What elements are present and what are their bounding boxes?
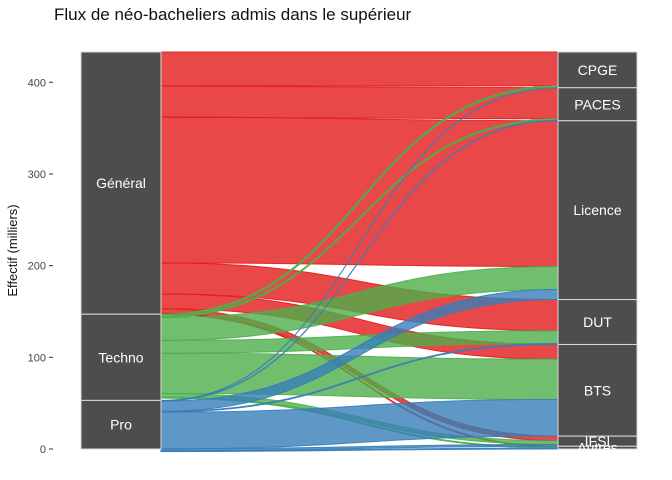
stratum-label-licence: Licence xyxy=(573,202,621,218)
stratum-licence xyxy=(557,120,638,301)
stratum-label-techno: Techno xyxy=(98,349,143,365)
stratum-label-autres: Autres xyxy=(577,440,617,456)
stratum-dut xyxy=(557,299,638,345)
flow-general-cpge xyxy=(160,51,559,87)
y-tick-label: 100 xyxy=(28,352,46,364)
stratum-bts xyxy=(557,343,638,437)
stratum-label-bts: BTS xyxy=(584,382,611,398)
flow-general-paces xyxy=(160,85,559,120)
stratum-label-cpge: CPGE xyxy=(578,62,618,78)
flow-techno-bts xyxy=(160,352,559,400)
stratum-label-ifsi: IFSI xyxy=(585,433,611,449)
stratum-autres xyxy=(557,445,638,450)
stratum-paces xyxy=(557,87,638,122)
y-tick-label: 200 xyxy=(28,261,46,273)
stratum-label-dut: DUT xyxy=(583,314,612,330)
stratum-label-pro: Pro xyxy=(110,417,132,433)
stratum-general xyxy=(80,51,162,315)
stratum-pro xyxy=(80,399,162,450)
stratum-cpge xyxy=(557,51,638,89)
stratum-label-paces: PACES xyxy=(574,96,620,112)
flows-group xyxy=(160,51,559,453)
y-tick-label: 300 xyxy=(28,169,46,181)
stratum-label-general: Général xyxy=(96,175,146,191)
y-tick-label: 400 xyxy=(28,77,46,89)
y-tick-label: 0 xyxy=(40,444,46,456)
y-axis-title: Effectif (milliers) xyxy=(5,204,20,296)
chart-title: Flux de néo-bacheliers admis dans le sup… xyxy=(54,5,412,24)
